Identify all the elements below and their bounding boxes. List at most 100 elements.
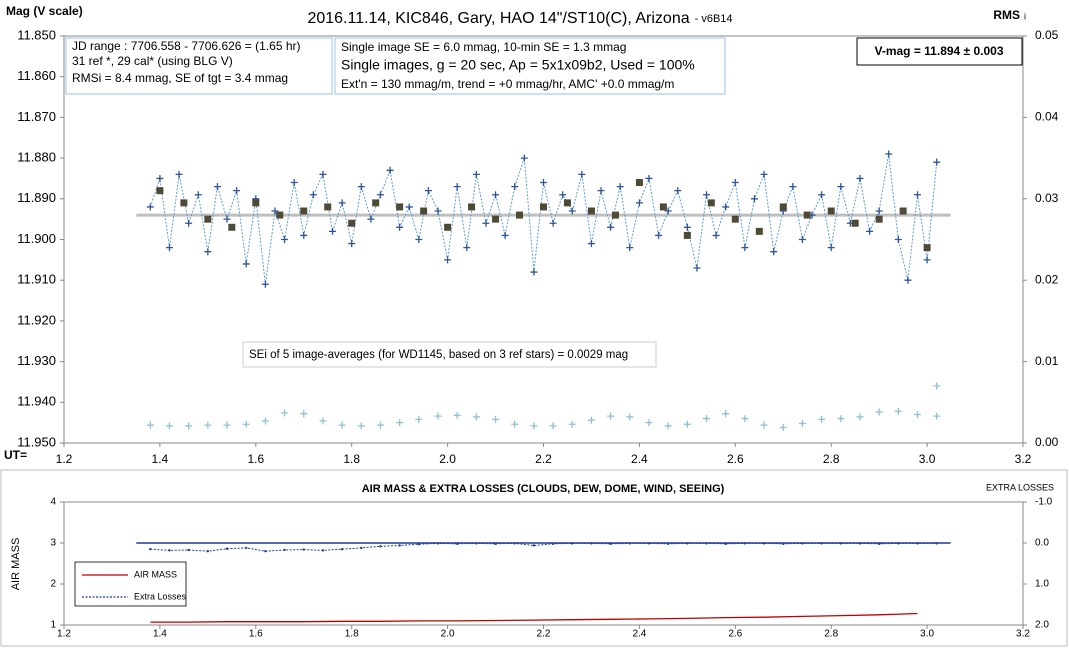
point (348, 219, 356, 227)
point (290, 179, 298, 187)
point (156, 187, 164, 195)
point (228, 223, 236, 231)
point (276, 211, 284, 219)
point (856, 174, 864, 182)
point (645, 174, 653, 182)
point (494, 542, 497, 546)
point (146, 203, 154, 211)
point (165, 422, 173, 430)
point (453, 183, 461, 191)
point (645, 419, 653, 427)
x-tick-label: 2.2 (537, 629, 551, 640)
point (666, 542, 670, 546)
point (851, 219, 859, 227)
point (635, 179, 643, 187)
point (271, 207, 279, 215)
image-box (334, 37, 726, 95)
point (724, 542, 727, 546)
point (472, 170, 480, 178)
point (705, 542, 708, 545)
x-tick-label: 3.2 (1015, 452, 1032, 466)
lower-title: AIR MASS & EXTRA LOSSES (CLOUDS, DEW, DO… (362, 483, 725, 495)
y2-tick-label: 0.03 (1035, 191, 1059, 205)
point (324, 203, 332, 211)
point (360, 546, 363, 550)
point (626, 244, 634, 252)
point (516, 211, 524, 219)
point (607, 223, 615, 231)
point (750, 195, 758, 203)
point (455, 542, 459, 546)
x-tick-label: 3.2 (1016, 629, 1030, 640)
point (818, 191, 826, 199)
point (338, 421, 346, 429)
point (587, 207, 595, 215)
y2-tick-label: -1.0 (1035, 497, 1053, 508)
point (434, 412, 442, 420)
y2-tick-label: 0.02 (1035, 272, 1059, 286)
point (798, 236, 806, 243)
point (520, 154, 528, 162)
point (801, 542, 804, 545)
point (856, 413, 864, 421)
point (156, 174, 164, 182)
point (563, 199, 571, 207)
point (686, 542, 689, 545)
point (165, 244, 173, 252)
chart-title: 2016.11.14, KIC846, Gary, HAO 14"/ST10(C… (307, 10, 689, 27)
x-tick-label: 1.4 (152, 452, 169, 466)
y-tick-label: 11.940 (17, 394, 56, 409)
point (664, 207, 672, 215)
point (818, 415, 826, 423)
x-axis-label: UT= (4, 448, 27, 462)
point (501, 231, 509, 239)
point (175, 170, 183, 178)
point (398, 544, 401, 547)
point (396, 419, 404, 427)
point (513, 542, 516, 545)
point (396, 223, 404, 231)
point (858, 542, 862, 545)
point (530, 422, 538, 430)
point (444, 223, 452, 231)
point (820, 542, 823, 545)
point (616, 183, 624, 191)
point (223, 421, 231, 429)
jd-line: RMSi = 8.4 mmag, SE of tgt = 3.4 mmag (72, 71, 288, 85)
point (482, 219, 490, 227)
point (540, 179, 547, 187)
point (309, 191, 317, 199)
y-tick-label: 1 (50, 620, 56, 631)
point (511, 183, 519, 191)
x-tick-label: 2.6 (728, 629, 742, 640)
point (444, 256, 452, 264)
point (609, 542, 612, 546)
point (877, 542, 881, 546)
point (703, 191, 711, 199)
point (511, 420, 519, 428)
y2-tick-label: 2.0 (1035, 620, 1049, 631)
legend-box (74, 561, 187, 607)
lower-y-axis-label: AIR MASS (10, 538, 22, 591)
y2-tick-label: 0.05 (1035, 28, 1059, 42)
x-tick-label: 3.0 (920, 629, 934, 640)
point (530, 268, 538, 276)
point (875, 408, 883, 416)
point (252, 199, 260, 207)
point (340, 547, 344, 551)
point (379, 545, 382, 548)
point (933, 158, 941, 166)
point (204, 248, 212, 256)
point (827, 244, 835, 252)
point (935, 542, 938, 545)
point (578, 170, 586, 178)
x-tick-label: 1.6 (247, 452, 264, 466)
point (396, 203, 404, 211)
point (180, 199, 188, 207)
jd-line: JD range : 7706.558 - 7706.626 = (1.65 h… (72, 39, 301, 53)
point (916, 542, 919, 545)
point (245, 546, 248, 550)
point (782, 542, 785, 546)
x-tick-label: 1.8 (345, 629, 359, 640)
x-tick-label: 1.2 (57, 629, 71, 640)
